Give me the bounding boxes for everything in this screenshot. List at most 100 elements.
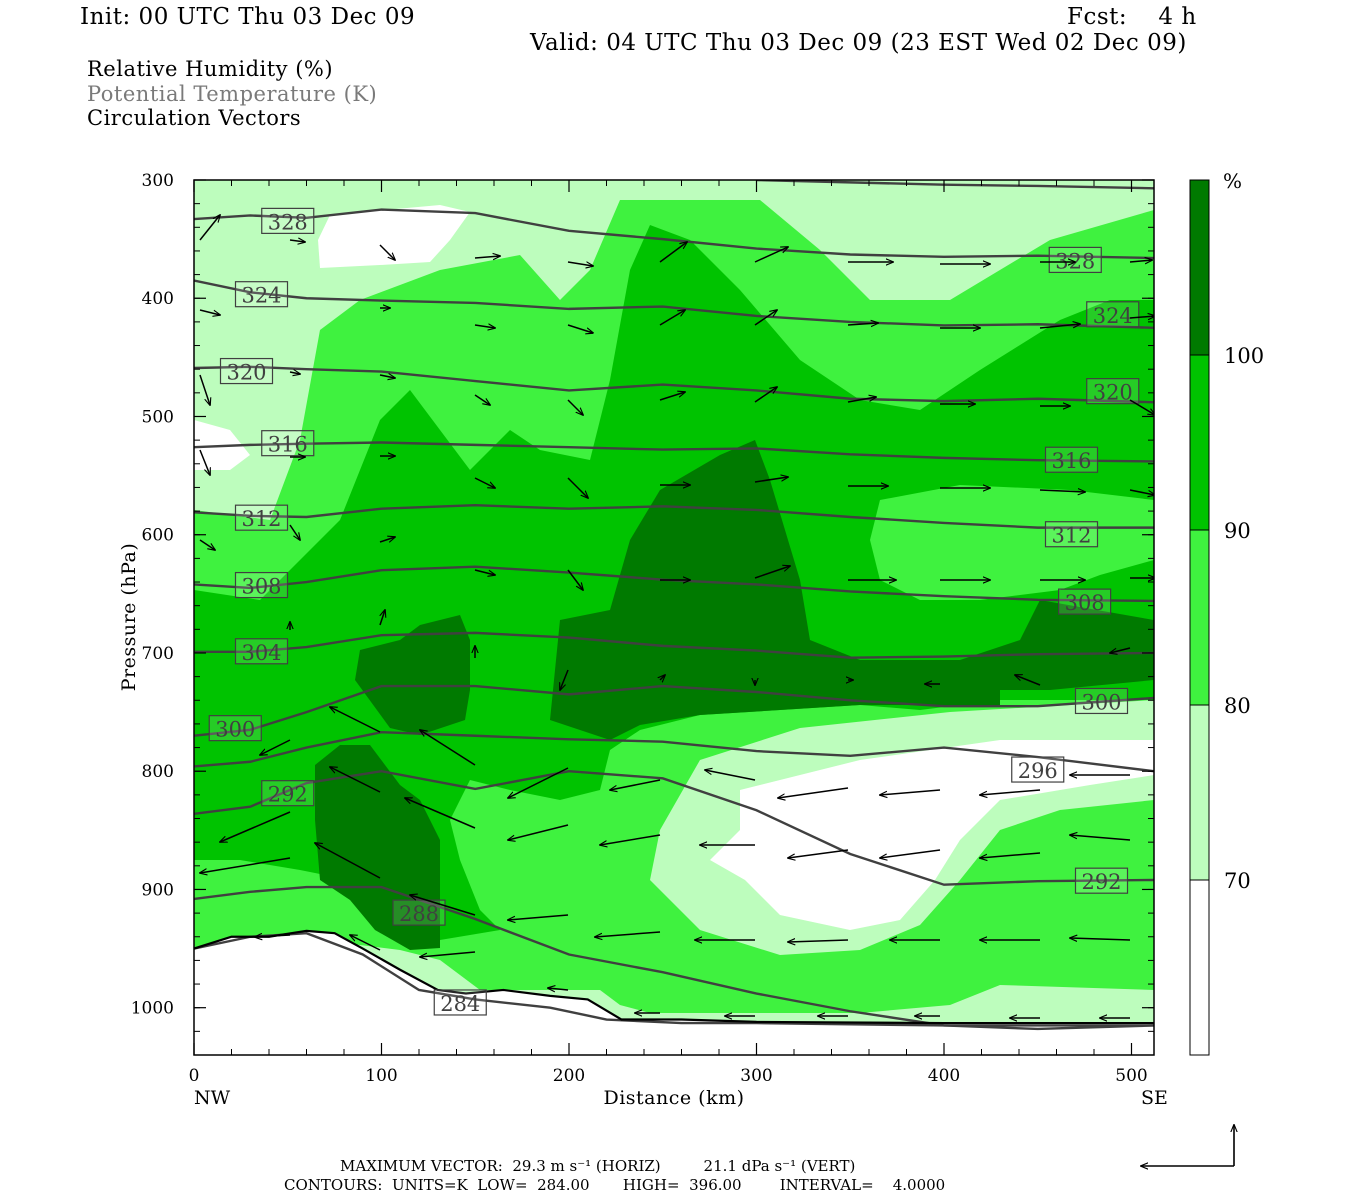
vector-arrow <box>1129 489 1154 495</box>
theta-contour-312 <box>194 503 1154 529</box>
vector-arrow <box>508 824 569 840</box>
theta-contour-labels: 328 328 324 324 320 320 316 316 312 312 308 308 304 3… <box>208 207 1140 1016</box>
x-axis-label: Distance (km) <box>603 1087 744 1109</box>
x-tick-label: 300 <box>740 1066 772 1086</box>
x-end-left-label: NW <box>194 1087 231 1109</box>
y-tick-label: 400 <box>142 289 174 309</box>
theta-label-304: 304 <box>234 638 289 665</box>
theta-contour-316 <box>194 441 1154 463</box>
theta-label-312: 312 <box>234 504 289 531</box>
vector-arrow <box>420 951 476 957</box>
vector-arrow <box>705 770 756 781</box>
legend-theta: Potential Temperature (K) <box>87 82 378 106</box>
theta-contour-300 <box>194 684 1154 737</box>
vector-arrow <box>567 569 583 590</box>
vector-arrow <box>474 394 490 405</box>
vector-arrow <box>1129 260 1152 262</box>
vector-arrow <box>220 811 291 842</box>
init-time: Init: 00 UTC Thu 03 Dec 09 <box>80 4 416 30</box>
svg-text:284: 284 <box>440 992 480 1016</box>
vector-arrow <box>1039 324 1080 329</box>
vector-arrow <box>1129 316 1154 318</box>
vector-arrow <box>1015 675 1041 686</box>
x-tick-label: 500 <box>1115 1066 1147 1086</box>
rh-lt70-top <box>318 205 470 268</box>
svg-text:316: 316 <box>1051 449 1091 473</box>
vector-arrow <box>379 537 395 542</box>
rh-ge100-fill-3 <box>550 440 1154 740</box>
svg-text:320: 320 <box>1093 381 1133 405</box>
vector-arrow <box>980 852 1041 858</box>
vector-arrow <box>255 935 291 937</box>
svg-text:308: 308 <box>1065 591 1105 615</box>
theta-label-328: 328 <box>1048 246 1102 273</box>
theta-contour-296 <box>194 730 1154 773</box>
x-tick-label: 100 <box>365 1066 397 1086</box>
svg-text:296: 296 <box>1018 759 1058 783</box>
vector-arrow <box>1039 490 1085 492</box>
vector-arrow <box>548 988 569 990</box>
vector-arrow <box>847 397 876 403</box>
x-end-right-label: SE <box>1141 1087 1168 1109</box>
vector-arrow <box>474 569 495 575</box>
theta-contour-292 <box>194 769 1154 886</box>
vector-arrow <box>754 247 788 263</box>
colorbar-80-90 <box>1190 530 1209 705</box>
svg-text:324: 324 <box>241 284 281 308</box>
vector-arrow <box>420 730 476 766</box>
vector-arrow <box>379 375 395 378</box>
vector-arrow <box>410 895 476 916</box>
vector-arrow <box>659 310 685 326</box>
svg-text:300: 300 <box>1081 690 1121 714</box>
colorbar-70-80 <box>1190 705 1209 880</box>
colorbar-label-100: 100 <box>1224 344 1264 368</box>
vector-arrow <box>380 610 385 626</box>
theta-label-308: 308 <box>1058 588 1112 615</box>
vector-arrow <box>567 262 593 266</box>
vector-arrow <box>754 566 790 579</box>
vector-arrow <box>880 789 941 795</box>
y-tick-label: 800 <box>142 762 174 782</box>
vector-arrow <box>600 834 661 845</box>
vector-arrow <box>199 215 220 241</box>
vector-arrow <box>199 374 210 405</box>
vector-arrow <box>474 325 495 328</box>
vector-arrow <box>595 931 661 937</box>
vector-arrow <box>660 675 665 680</box>
vector-arrow <box>474 477 495 488</box>
colorbar-lt70 <box>1190 880 1209 1055</box>
colorbar-unit: % <box>1223 169 1242 193</box>
vector-arrow <box>880 849 941 858</box>
vector-arrow <box>567 477 588 498</box>
vector-arrow <box>1070 938 1131 940</box>
contours-note: CONTOURS: UNITS=K LOW= 284.00 HIGH= 396.… <box>284 1176 946 1194</box>
vector-arrow <box>659 392 685 401</box>
vector-arrow <box>560 669 569 690</box>
vector-arrow <box>788 940 849 942</box>
vector-arrow <box>1129 399 1154 415</box>
svg-text:316: 316 <box>268 433 308 457</box>
vector-arrow <box>315 843 381 879</box>
theta-label-320: 320 <box>1086 378 1140 405</box>
rh-ge100-fill <box>355 615 470 735</box>
vector-arrow <box>289 524 300 540</box>
theta-label-284: 284 <box>433 989 487 1016</box>
colorbar-ge100 <box>1190 180 1209 355</box>
y-tick-label: 500 <box>142 407 174 427</box>
vector-arrow <box>199 309 220 315</box>
valid-time: Valid: 04 UTC Thu 03 Dec 09 (23 EST Wed … <box>530 30 1187 56</box>
y-tick-label: 300 <box>142 171 174 191</box>
terrain-outline <box>194 929 1154 1025</box>
vector-arrow <box>788 849 849 858</box>
vector-arrow <box>1110 647 1131 653</box>
colorbar-90-100 <box>1190 355 1209 530</box>
forecast-hour: Fcst: 4 h <box>1067 4 1197 30</box>
axis-ticks: 0 100 200 300 400 500 300 400 500 600 700 800 900 100… <box>131 171 1154 1086</box>
svg-text:320: 320 <box>226 361 266 385</box>
vector-arrow <box>330 707 381 733</box>
theta-label-288: 288 <box>392 899 446 926</box>
x-tick-label: 200 <box>553 1066 585 1086</box>
theta-label-296: 296 <box>1011 756 1065 783</box>
colorbar-frame <box>1189 179 1210 1056</box>
